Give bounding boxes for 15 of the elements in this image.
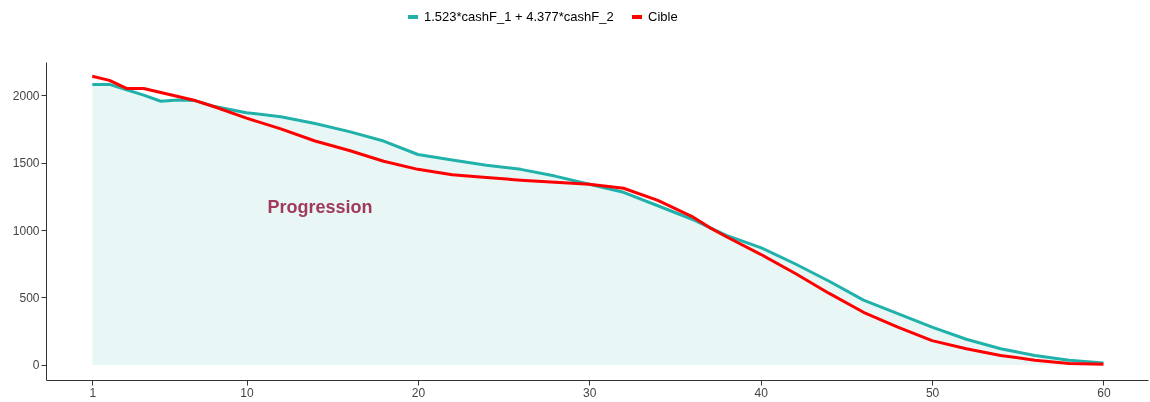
x-tick-label: 60 (1097, 385, 1111, 400)
x-tick-label: 50 (925, 385, 940, 400)
x-tick-label: 20 (411, 385, 426, 400)
x-tick-label: 1 (89, 385, 97, 400)
y-tick-label: 1000 (12, 223, 40, 238)
x-tick-label: 10 (240, 385, 255, 400)
x-tick-label: 30 (583, 385, 597, 400)
y-tick-label: 1500 (12, 156, 40, 171)
y-tick-label: 2000 (12, 88, 40, 103)
legend-label: Cible (648, 9, 678, 24)
legend-label: 1.523*cashF_1 + 4.377*cashF_2 (424, 9, 614, 24)
annotation: Progression (267, 197, 373, 217)
y-tick-label: 500 (19, 290, 40, 305)
y-tick-label: 0 (32, 358, 40, 373)
x-tick-label: 40 (754, 385, 769, 400)
